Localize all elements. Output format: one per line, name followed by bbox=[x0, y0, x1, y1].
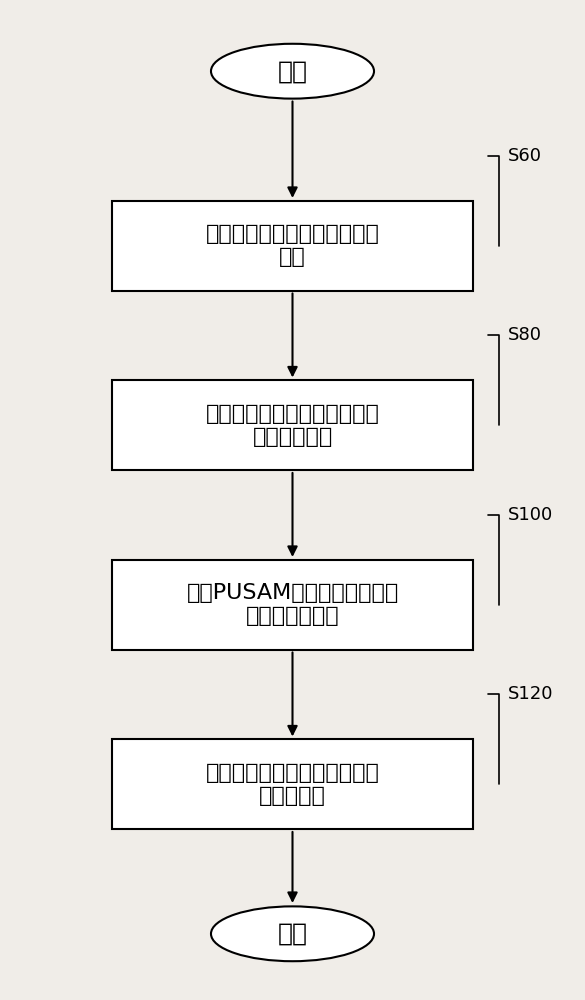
Text: 基于PUSAM处理已采集外差式
激光多普勒信号: 基于PUSAM处理已采集外差式 激光多普勒信号 bbox=[187, 583, 398, 626]
FancyBboxPatch shape bbox=[112, 380, 473, 470]
Text: 计算基于带通采样的最佳采样
频率: 计算基于带通采样的最佳采样 频率 bbox=[205, 224, 380, 267]
FancyBboxPatch shape bbox=[112, 201, 473, 291]
Text: S100: S100 bbox=[508, 506, 553, 524]
Text: S80: S80 bbox=[508, 326, 542, 344]
Text: 输出被测振动的位移、速度、
加速度信号: 输出被测振动的位移、速度、 加速度信号 bbox=[205, 763, 380, 806]
Text: S60: S60 bbox=[508, 147, 542, 165]
Text: 开始: 开始 bbox=[277, 59, 308, 83]
Text: 以最佳采样频率采集外差式激
光多普勒信号: 以最佳采样频率采集外差式激 光多普勒信号 bbox=[205, 404, 380, 447]
FancyBboxPatch shape bbox=[112, 739, 473, 829]
FancyBboxPatch shape bbox=[112, 560, 473, 650]
Text: S120: S120 bbox=[508, 685, 553, 703]
Ellipse shape bbox=[211, 44, 374, 99]
Ellipse shape bbox=[211, 906, 374, 961]
Text: 结束: 结束 bbox=[277, 922, 308, 946]
